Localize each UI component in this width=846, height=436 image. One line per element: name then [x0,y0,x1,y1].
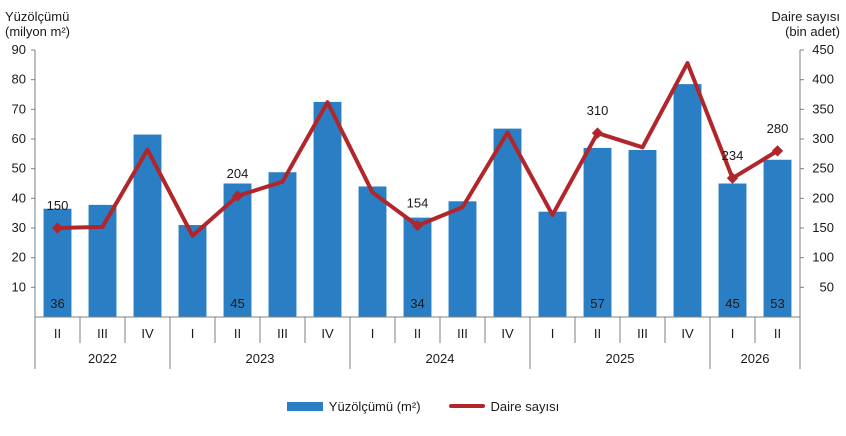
bar-data-label: 36 [50,296,64,311]
bar [268,172,297,317]
quarter-label: II [54,326,61,341]
right-tick-label: 150 [812,220,834,235]
line-data-label: 280 [767,121,789,136]
bar-data-label: 45 [230,296,244,311]
quarter-label: IV [501,326,514,341]
bar [133,134,162,317]
left-tick-label: 80 [12,72,26,87]
quarter-label: III [277,326,288,341]
left-tick-label: 50 [12,161,26,176]
left-tick-label: 10 [12,279,26,294]
bar-data-label: 34 [410,296,424,311]
quarter-label: IV [681,326,694,341]
bar [178,225,207,317]
line-marker [231,190,244,202]
bar [88,204,117,317]
right-tick-label: 450 [812,42,834,57]
year-label: 2023 [246,351,275,366]
left-tick-label: 40 [12,190,26,205]
quarter-label: II [594,326,601,341]
quarter-label: I [371,326,375,341]
bar [448,201,477,317]
right-axis-title-line1: Daire sayısı [771,9,840,24]
right-axis-title-line2: (bin adet) [785,24,840,39]
quarter-label: I [551,326,555,341]
line-data-label: 154 [407,196,429,211]
bar [313,101,342,318]
bar [538,211,567,317]
left-axis-title-line2: (milyon m²) [5,24,70,39]
legend-item-area: Yüzölçümü (m²) [286,398,421,414]
chart-plot: 10 20 30 40 50 60 70 80 90 50 100 150 200 250 300 350 40… [12,42,834,369]
bar [583,147,612,317]
left-tick-label: 20 [12,250,26,265]
bar-data-label: 57 [590,296,604,311]
quarter-label: IV [141,326,154,341]
right-tick-label: 50 [820,279,834,294]
quarter-label: IV [321,326,334,341]
quarter-label: II [774,326,781,341]
quarter-label: II [234,326,241,341]
year-label: 2024 [426,351,455,366]
bar [493,128,522,317]
line-marker [591,127,604,139]
bar [763,159,792,317]
right-tick-label: 250 [812,161,834,176]
bar [673,84,702,317]
legend-label-area: Yüzölçümü (m²) [328,398,421,414]
line-data-label: 204 [227,166,249,181]
left-axis-title: Yüzölçümü (milyon m²) [5,9,70,39]
line-marker [411,219,424,232]
right-tick-label: 200 [812,190,834,205]
line-data-label: 150 [47,198,69,213]
bar-data-label: 53 [770,296,784,311]
bar [358,186,387,317]
legend: Yüzölçümü (m²) Daire sayısı [0,396,846,416]
quarter-label: II [414,326,421,341]
left-axis-title-line1: Yüzölçümü [5,9,70,24]
left-tick-label: 90 [12,42,26,57]
year-label: 2022 [88,351,117,366]
right-tick-label: 400 [812,72,834,87]
right-axis-title: Daire sayısı (bin adet) [771,9,840,39]
quarter-label: I [731,326,735,341]
legend-item-units: Daire sayısı [448,398,560,414]
legend-swatch-units [448,404,485,408]
bar [403,217,432,317]
left-tick-label: 30 [12,220,26,235]
legend-label-units: Daire sayısı [490,398,560,414]
left-tick-label: 60 [12,131,26,146]
year-label: 2025 [606,351,635,366]
quarter-label: III [637,326,648,341]
right-tick-label: 100 [812,250,834,265]
line-marker [726,172,739,184]
bar-data-label: 45 [725,296,739,311]
left-tick-label: 70 [12,101,26,116]
line-data-label: 310 [587,103,609,118]
quarter-label: I [191,326,195,341]
line-marker [771,145,784,157]
right-tick-label: 350 [812,101,834,116]
line-marker [51,222,64,234]
right-tick-label: 300 [812,131,834,146]
quarter-label: III [457,326,468,341]
legend-swatch-area [286,401,323,411]
bar [718,183,747,317]
line-data-label: 234 [722,148,744,163]
bar [628,149,657,317]
year-label: 2026 [741,351,770,366]
quarter-label: III [97,326,108,341]
